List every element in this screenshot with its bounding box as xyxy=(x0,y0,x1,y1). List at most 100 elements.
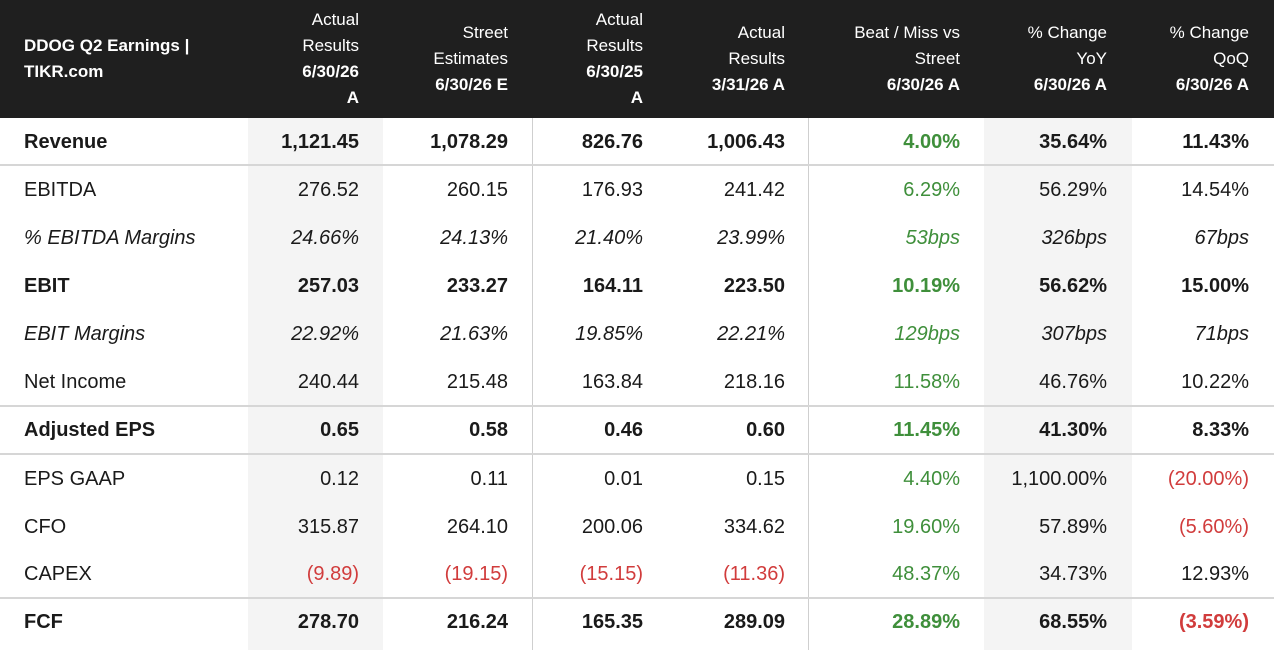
column-divider xyxy=(532,118,533,650)
column-header-top: % Change QoQ xyxy=(1169,23,1249,68)
column-header-actual-q2-25: Actual Results 6/30/25 A xyxy=(534,0,643,118)
column-header-bottom: 6/30/26 A xyxy=(1175,75,1249,94)
cell-beat-miss: 10.19% xyxy=(892,274,960,297)
cell-change-yoy: 35.64% xyxy=(1039,130,1107,153)
cell-street-estimates: 216.24 xyxy=(446,610,508,633)
row-label: % EBITDA Margins xyxy=(24,226,196,249)
cell-change-qoq: 14.54% xyxy=(1181,178,1249,201)
table-row: CAPEX (9.89) (19.15) (15.15) (11.36) 48.37% 34… xyxy=(0,550,1274,598)
row-label: EBITDA xyxy=(24,178,97,201)
cell-street-estimates: 215.48 xyxy=(446,370,508,393)
cell-change-yoy: 41.30% xyxy=(1039,418,1107,441)
cell-change-yoy: 1,100.00% xyxy=(1011,467,1107,490)
cell-beat-miss: 48.37% xyxy=(892,562,960,585)
cell-actual-q2-26: 278.70 xyxy=(297,610,359,633)
column-header-top: Actual Results xyxy=(302,10,359,55)
cell-actual-q2-25: 163.84 xyxy=(581,370,643,393)
column-header-beat-miss: Beat / Miss vs Street 6/30/26 A xyxy=(810,0,960,118)
cell-actual-q2-25: 0.46 xyxy=(604,418,643,441)
cell-actual-q1-26: 0.60 xyxy=(746,418,785,441)
column-header-change-yoy: % Change YoY 6/30/26 A xyxy=(985,0,1107,118)
cell-actual-q2-26: 240.44 xyxy=(297,370,359,393)
cell-actual-q2-26: 24.66% xyxy=(291,226,359,249)
cell-change-qoq: (5.60%) xyxy=(1178,515,1249,538)
cell-change-qoq: 67bps xyxy=(1194,226,1250,249)
cell-actual-q2-26: 22.92% xyxy=(291,322,359,345)
cell-actual-q2-26: 1,121.45 xyxy=(281,130,359,153)
row-divider xyxy=(0,453,1274,455)
table-row: % EBITDA Margins 24.66% 24.13% 21.40% 23.99%… xyxy=(0,214,1274,262)
cell-beat-miss: 129bps xyxy=(894,322,960,345)
column-divider xyxy=(808,118,809,650)
cell-actual-q1-26: 289.09 xyxy=(723,610,785,633)
cell-beat-miss: 11.45% xyxy=(893,418,960,441)
cell-actual-q1-26: 0.15 xyxy=(746,467,785,490)
cell-actual-q1-26: 334.62 xyxy=(723,515,785,538)
cell-actual-q2-26: (9.89) xyxy=(306,562,359,585)
cell-beat-miss: 28.89% xyxy=(892,610,960,633)
cell-change-yoy: 56.62% xyxy=(1039,274,1107,297)
column-header-change-qoq: % Change QoQ 6/30/26 A xyxy=(1132,0,1249,118)
table-title-cell: DDOG Q2 Earnings | TIKR.com xyxy=(24,0,214,118)
row-divider xyxy=(0,164,1274,166)
cell-change-qoq: (20.00%) xyxy=(1167,467,1249,490)
row-label: Net Income xyxy=(24,370,127,393)
cell-actual-q2-25: 0.01 xyxy=(604,467,643,490)
cell-actual-q2-25: 21.40% xyxy=(575,226,643,249)
cell-change-yoy: 57.89% xyxy=(1039,515,1107,538)
cell-change-qoq: 11.43% xyxy=(1182,130,1249,153)
cell-actual-q2-26: 257.03 xyxy=(297,274,359,297)
cell-actual-q1-26: 223.50 xyxy=(723,274,785,297)
table-row: EBIT 257.03 233.27 164.11 223.50 10.19% 56.62%… xyxy=(0,262,1274,310)
cell-street-estimates: 24.13% xyxy=(440,226,508,249)
cell-change-qoq: 8.33% xyxy=(1192,418,1249,441)
table-row: Adjusted EPS 0.65 0.58 0.46 0.60 11.45% 41.30%… xyxy=(0,406,1274,454)
column-header-top: Street Estimates xyxy=(433,23,508,68)
column-header-actual-q1-26: Actual Results 3/31/26 A xyxy=(660,0,785,118)
column-header-actual-q2-26: Actual Results 6/30/26 A xyxy=(250,0,359,118)
cell-beat-miss: 4.00% xyxy=(903,130,960,153)
column-header-bottom: 6/30/26 A xyxy=(886,75,960,94)
table-row: CFO 315.87 264.10 200.06 334.62 19.60% 57.89% (… xyxy=(0,503,1274,551)
column-header-top: Actual Results xyxy=(586,10,643,55)
cell-actual-q2-25: 826.76 xyxy=(581,130,643,153)
table-row: Revenue 1,121.45 1,078.29 826.76 1,006.43 4.0… xyxy=(0,118,1274,166)
row-label: FCF xyxy=(24,610,63,633)
row-divider xyxy=(0,597,1274,599)
cell-actual-q2-26: 315.87 xyxy=(297,515,359,538)
column-highlight-yoy xyxy=(984,118,1132,650)
row-label: CFO xyxy=(24,515,67,538)
cell-change-yoy: 46.76% xyxy=(1039,370,1107,393)
cell-actual-q2-25: 19.85% xyxy=(575,322,643,345)
table-row: EPS GAAP 0.12 0.11 0.01 0.15 4.40% 1,100.00% (2… xyxy=(0,455,1274,503)
cell-actual-q1-26: (11.36) xyxy=(723,562,785,585)
column-header-top: Actual Results xyxy=(728,23,785,68)
cell-actual-q1-26: 23.99% xyxy=(717,226,785,249)
cell-beat-miss: 4.40% xyxy=(903,467,960,490)
cell-beat-miss: 11.58% xyxy=(893,370,960,393)
cell-actual-q2-25: 176.93 xyxy=(581,178,643,201)
cell-change-yoy: 307bps xyxy=(1041,322,1107,345)
cell-actual-q1-26: 218.16 xyxy=(723,370,785,393)
cell-actual-q2-25: 200.06 xyxy=(581,515,643,538)
cell-street-estimates: 1,078.29 xyxy=(430,130,508,153)
cell-actual-q2-25: 165.35 xyxy=(581,610,643,633)
cell-change-qoq: (3.59%) xyxy=(1178,610,1249,633)
cell-street-estimates: 0.11 xyxy=(470,467,508,490)
column-header-bottom: 6/30/26 A xyxy=(1033,75,1107,94)
cell-change-yoy: 68.55% xyxy=(1039,610,1107,633)
column-header-top: % Change YoY xyxy=(1027,23,1107,68)
cell-change-qoq: 10.22% xyxy=(1181,370,1249,393)
cell-beat-miss: 6.29% xyxy=(903,178,960,201)
row-label: EPS GAAP xyxy=(24,467,126,490)
cell-actual-q2-25: (15.15) xyxy=(579,562,643,585)
cell-actual-q1-26: 241.42 xyxy=(723,178,785,201)
column-highlight-actual xyxy=(248,118,383,650)
cell-beat-miss: 19.60% xyxy=(892,515,960,538)
row-label: Adjusted EPS xyxy=(24,418,156,441)
cell-actual-q2-26: 0.65 xyxy=(320,418,359,441)
cell-actual-q1-26: 1,006.43 xyxy=(707,130,785,153)
row-divider xyxy=(0,405,1274,407)
table-row: EBITDA 276.52 260.15 176.93 241.42 6.29% 56.29… xyxy=(0,166,1274,214)
